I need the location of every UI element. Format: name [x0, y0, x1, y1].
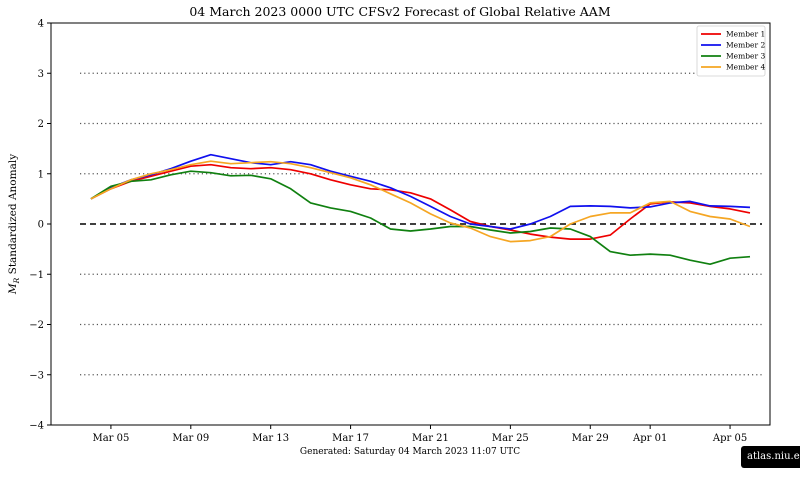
x-tick-label: Mar 21 — [412, 433, 449, 444]
x-tick-label: Apr 01 — [632, 433, 667, 444]
series-line-member-3 — [90, 170, 751, 266]
x-axis-ticks: Mar 05 Mar 09 Mar 13 Mar 17 Mar 21 Mar 25 Mar … — [92, 425, 747, 444]
chart-title: 04 March 2023 0000 UTC CFSv2 Forecast of… — [189, 4, 610, 19]
x-tick-label: Mar 09 — [172, 433, 209, 444]
y-tick-label: 1 — [38, 169, 44, 180]
legend: Member 1 Member 2 Member 3 Member 4 — [696, 25, 766, 77]
watermark: atlas.niu.edu — [741, 446, 800, 468]
x-tick-label: Mar 17 — [332, 433, 369, 444]
legend-label: Member 4 — [726, 63, 765, 72]
generated-footer: Generated: Saturday 04 March 2023 11:07 … — [300, 447, 520, 457]
y-axis-label: MR Standardized Anomaly — [7, 154, 21, 295]
y-axis-ticks: 4 3 2 1 0 −1 −2 −3 −4 — [29, 19, 51, 432]
y-tick-label: 4 — [38, 19, 44, 30]
x-tick-label: Mar 05 — [92, 433, 129, 444]
legend-label: Member 2 — [726, 41, 765, 50]
legend-label: Member 1 — [726, 30, 765, 39]
x-tick-label: Mar 29 — [572, 433, 609, 444]
x-tick-label: Mar 13 — [252, 433, 289, 444]
y-tick-label: 3 — [38, 69, 44, 80]
legend-label: Member 3 — [726, 52, 765, 61]
y-tick-label: −2 — [29, 320, 44, 331]
series-line-member-1 — [90, 163, 751, 240]
x-tick-label: Apr 05 — [712, 433, 747, 444]
x-tick-label: Mar 25 — [492, 433, 529, 444]
y-tick-label: 2 — [38, 119, 44, 130]
series-line-member-4 — [90, 160, 751, 243]
y-tick-label: 0 — [38, 220, 44, 231]
series-lines — [90, 153, 751, 266]
y-tick-label: −3 — [29, 370, 44, 381]
y-tick-label: −1 — [29, 270, 44, 281]
y-tick-label: −4 — [29, 421, 44, 432]
gridlines — [80, 72, 762, 376]
legend-box — [696, 25, 766, 77]
